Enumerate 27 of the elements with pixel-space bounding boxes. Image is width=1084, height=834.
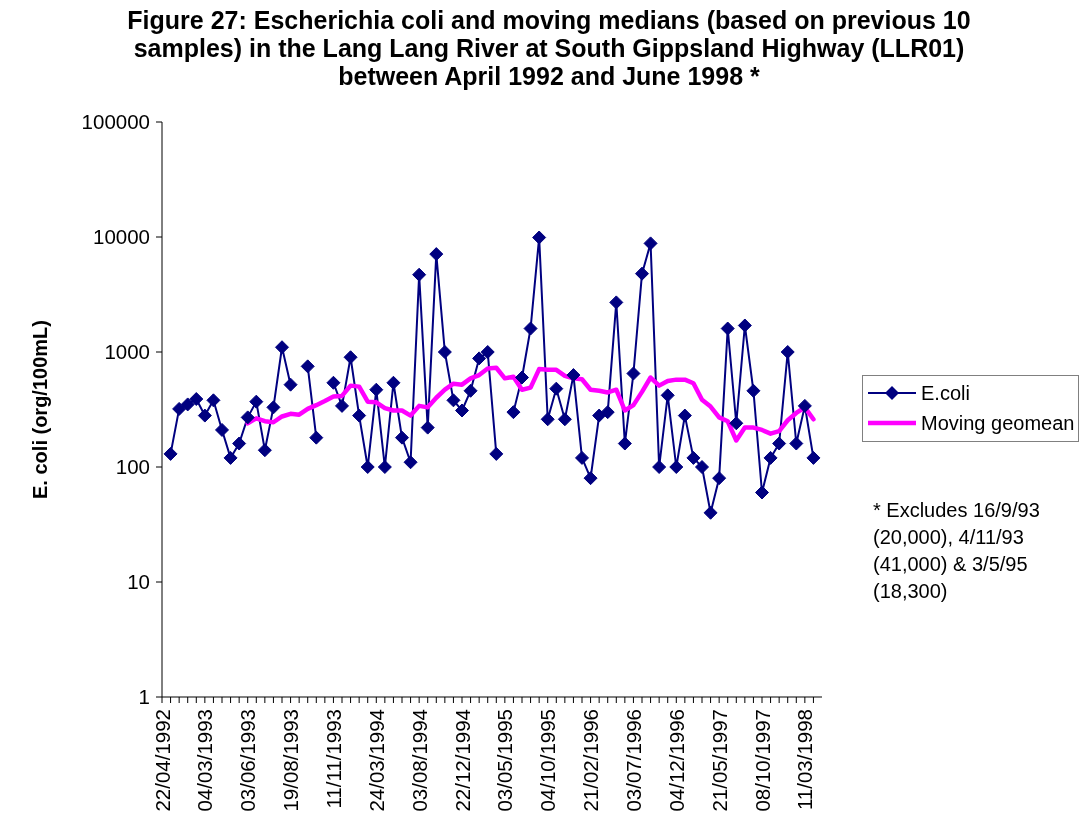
x-tick-label: 19/08/1993 (279, 709, 303, 812)
x-tick-label: 21/02/1996 (579, 709, 603, 812)
x-tick-label: 11/11/1993 (321, 709, 345, 809)
x-tick-label: 04/10/1995 (536, 709, 560, 812)
text: * Excludes 16/9/93 (20,000), 4/11/93 (41,000) & 3/5/95 (18,300) (873, 498, 1041, 604)
y-axis-title: E. coli (org/100mL) (29, 320, 52, 499)
y-tick-label: 1 (138, 685, 150, 709)
y-tick-label: 10000 (92, 225, 150, 249)
x-tick-label: 24/03/1994 (364, 709, 388, 812)
x-tick-label: 22/04/1992 (150, 709, 174, 812)
x-tick-label: 03/07/1996 (621, 709, 645, 812)
x-tick-label: 21/05/1997 (707, 709, 731, 812)
x-tick-label: 04/03/1993 (193, 709, 217, 812)
x-tick-label: 03/06/1993 (236, 709, 260, 812)
chart-title: Figure 27: Escherichia coli and moving medians (based on previous 10 samples) in the Lang Lang River at South Gippsland Highway (LLR01) between April 1992 and June 1998 * (126, 6, 972, 90)
x-tick-label: 22/12/1994 (450, 709, 474, 812)
y-tick-label: 10 (127, 570, 150, 594)
x-tick-label: 04/12/1996 (664, 709, 688, 812)
x-tick-label: 11/03/1998 (793, 709, 817, 811)
y-tick-label: 100 (115, 455, 150, 479)
legend-label: E.coli (921, 380, 970, 406)
x-tick-label: 08/10/1997 (750, 709, 774, 812)
legend-label: Moving geomean (921, 410, 1075, 436)
x-tick-label: 03/08/1994 (407, 709, 431, 812)
x-tick-label: 03/05/1995 (493, 709, 517, 812)
y-tick-label: 1000 (104, 340, 150, 364)
y-tick-label: 100000 (81, 110, 150, 134)
